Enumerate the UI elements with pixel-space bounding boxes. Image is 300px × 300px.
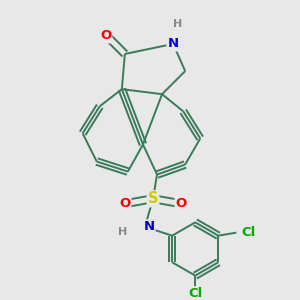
Text: S: S [148, 191, 158, 206]
Text: H: H [118, 227, 128, 237]
Text: N: N [168, 38, 179, 50]
Text: Cl: Cl [188, 287, 202, 300]
Text: O: O [100, 29, 111, 42]
Text: N: N [143, 220, 155, 233]
Text: O: O [176, 197, 187, 210]
Text: O: O [119, 197, 130, 210]
Text: H: H [172, 19, 182, 29]
Text: Cl: Cl [241, 226, 256, 239]
